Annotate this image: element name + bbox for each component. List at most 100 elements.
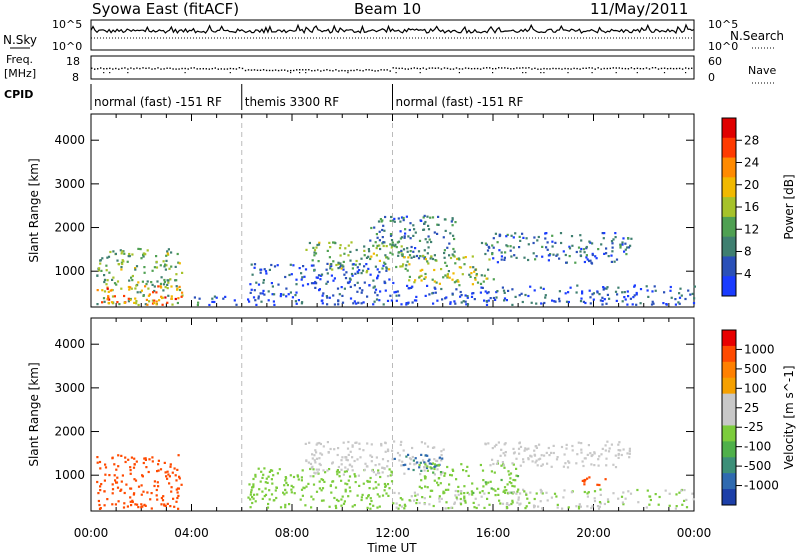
data-cell <box>97 499 100 503</box>
data-cell <box>431 216 435 219</box>
data-cell <box>124 456 127 459</box>
data-cell <box>123 502 126 505</box>
data-cell <box>392 281 395 285</box>
data-cell <box>363 245 366 248</box>
data-cell <box>175 279 178 282</box>
data-cell <box>451 224 454 227</box>
data-cell <box>585 256 588 259</box>
data-cell <box>506 502 509 505</box>
data-cell <box>259 480 262 483</box>
data-cell <box>467 474 470 477</box>
freq-dot <box>615 67 617 69</box>
data-cell <box>512 246 515 249</box>
freq-dot <box>265 69 268 72</box>
data-cell <box>284 503 287 506</box>
data-cell <box>249 493 252 496</box>
data-cell <box>338 293 341 296</box>
data-cell <box>608 297 611 300</box>
freq-dot <box>597 67 599 69</box>
data-cell <box>615 299 618 302</box>
data-cell <box>506 245 509 248</box>
data-cell <box>318 480 321 483</box>
data-cell <box>484 242 487 245</box>
data-cell <box>492 257 495 260</box>
freq-dot <box>425 68 428 70</box>
nsky-tick-top: 10^5 <box>52 18 82 31</box>
freq-dot <box>172 68 174 70</box>
data-cell <box>309 475 312 478</box>
data-cell <box>583 260 586 264</box>
data-cell <box>390 239 394 242</box>
data-cell <box>313 471 316 474</box>
data-cell <box>404 232 407 235</box>
data-cell <box>567 300 570 304</box>
data-cell <box>556 253 559 256</box>
data-cell <box>285 491 288 494</box>
colorbar-tick-label: 100 <box>744 381 767 395</box>
data-cell <box>362 449 365 452</box>
data-cell <box>464 256 467 259</box>
data-cell <box>368 487 371 490</box>
data-cell <box>602 288 605 291</box>
data-cell <box>619 449 622 452</box>
data-cell <box>551 245 554 248</box>
data-cell <box>502 464 505 467</box>
data-cell <box>469 275 472 278</box>
data-cell <box>528 501 531 504</box>
data-cell <box>314 449 317 452</box>
data-cell <box>502 490 505 493</box>
freq-dot <box>663 67 666 69</box>
data-cell <box>583 483 586 486</box>
data-cell <box>449 232 452 235</box>
data-cell <box>264 487 267 490</box>
data-cell <box>170 295 173 298</box>
data-cell <box>137 506 140 509</box>
data-cell <box>459 503 463 506</box>
freq-dot <box>603 67 605 70</box>
data-cell <box>586 492 589 495</box>
data-cell <box>460 463 463 466</box>
data-cell <box>393 245 396 248</box>
data-cell <box>164 286 167 289</box>
data-cell <box>431 446 435 449</box>
data-cell <box>108 298 111 301</box>
data-cell <box>140 289 143 292</box>
data-cell <box>680 294 683 297</box>
freq-dot <box>618 67 620 69</box>
data-cell <box>366 442 369 445</box>
data-cell <box>107 295 110 298</box>
cpid-row: normal (fast) -151 RF themis 3300 RF norma… <box>90 84 523 110</box>
freq-dot <box>561 68 563 70</box>
data-cell <box>384 215 387 219</box>
data-cell <box>113 295 116 298</box>
data-cell <box>198 297 201 300</box>
data-cell <box>381 458 385 461</box>
data-cell <box>444 488 448 491</box>
data-cell <box>301 469 304 472</box>
freq-dot <box>362 70 364 72</box>
data-cell <box>284 479 287 482</box>
velocity-colorbar-label: Velocity [m s^-1] <box>782 365 796 469</box>
data-cell <box>413 463 416 466</box>
data-cell <box>461 273 464 276</box>
data-cell <box>444 274 447 277</box>
data-cell <box>386 475 390 478</box>
data-cell <box>415 502 418 505</box>
data-cell <box>105 283 108 286</box>
data-cell <box>564 292 567 295</box>
data-cell <box>289 291 292 294</box>
data-cell <box>176 496 179 500</box>
freq-dot <box>591 67 593 69</box>
freq-dot <box>507 67 509 70</box>
data-cell <box>326 441 329 444</box>
data-cell <box>270 263 273 267</box>
data-cell <box>147 470 150 474</box>
data-cell <box>586 258 589 261</box>
data-cell <box>115 481 119 484</box>
data-cell <box>175 273 178 276</box>
data-cell <box>460 490 463 493</box>
data-cell <box>155 291 158 294</box>
data-cell <box>591 253 594 257</box>
date-title: 11/May/2011 <box>590 0 688 18</box>
data-cell <box>370 255 373 258</box>
